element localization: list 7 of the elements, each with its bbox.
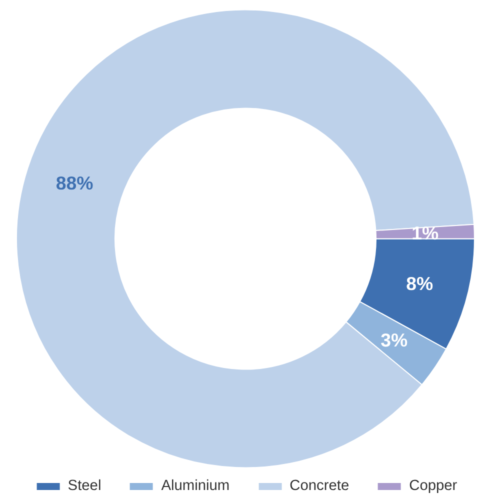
legend-label: Steel <box>68 478 102 494</box>
legend-label: Copper <box>409 478 458 494</box>
data-label: 8% <box>406 272 434 294</box>
legend-label: Aluminium <box>161 478 230 494</box>
data-label: 88% <box>56 172 94 194</box>
legend-label: Concrete <box>290 478 350 494</box>
data-label: 3% <box>380 329 408 350</box>
